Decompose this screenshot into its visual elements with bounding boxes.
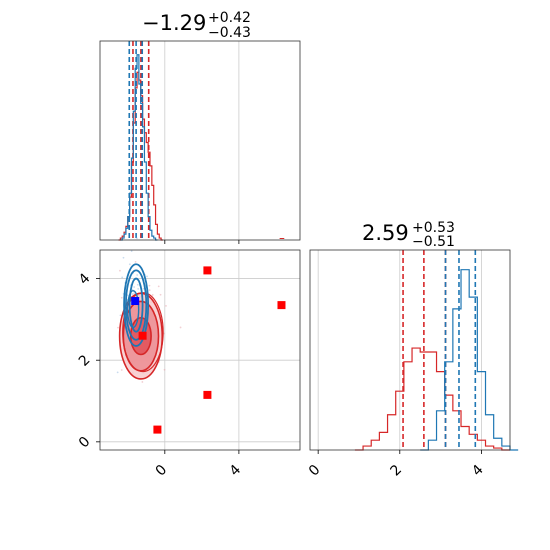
joint-contour-blue	[123, 263, 150, 347]
marginal-1-title: −1.29	[142, 11, 206, 35]
marginal-2-hist-blue	[420, 269, 519, 451]
joint-sample-point	[119, 269, 121, 272]
joint-sample-point	[136, 274, 139, 276]
marginal-1-frame	[99, 40, 301, 241]
joint-sample-point	[141, 381, 144, 383]
joint-contour-blue	[125, 269, 148, 341]
joint-sample-point	[146, 275, 148, 278]
joint-sample-point	[165, 304, 167, 307]
joint-marker-red	[138, 331, 147, 340]
marginal-1-title-sup: +0.42	[208, 10, 251, 26]
joint-sample-point	[136, 283, 139, 286]
joint-sample-point	[130, 250, 133, 252]
joint-sample-point	[121, 276, 124, 279]
joint-marker-red	[203, 390, 212, 399]
joint-sample-point	[148, 284, 151, 287]
joint-marker-red	[203, 266, 212, 275]
joint-sample-point	[131, 293, 134, 295]
marginal-1-hist-blue	[120, 54, 158, 241]
marginal-histogram-param-1	[99, 40, 301, 244]
joint-sample-point	[137, 288, 140, 290]
joint-sample-point	[120, 369, 123, 371]
joint-sample-point	[151, 294, 154, 296]
joint-sample-point	[119, 314, 122, 317]
joint-sample-point	[133, 292, 136, 295]
joint-sample-point	[136, 237, 138, 240]
marginal-2-title-sub: −0.51	[412, 234, 455, 250]
joint-sample-point	[128, 263, 131, 266]
joint-sample-point	[157, 285, 160, 288]
joint-marker-blue	[131, 297, 140, 306]
joint-marker-red	[277, 301, 286, 310]
joint-sample-point	[134, 260, 137, 263]
joint-contour-blue	[128, 277, 144, 333]
joint-sample-point	[120, 296, 123, 299]
marginal-2-title-sup: +0.53	[412, 220, 455, 236]
marginal-2-title-value: 2.59	[362, 221, 409, 245]
joint-frame	[99, 249, 301, 451]
joint-contour-blue	[126, 290, 140, 329]
joint-sample-point	[133, 286, 136, 288]
joint-sample-point	[163, 368, 166, 371]
joint-sample-point	[159, 293, 162, 296]
joint-sample-point	[117, 326, 119, 329]
marginal-1-title-sub: −0.43	[208, 25, 251, 41]
joint-sample-point	[179, 326, 182, 329]
marginal-2-hist-red	[354, 347, 510, 451]
joint-marker-red	[153, 425, 162, 434]
joint-contour-red	[122, 292, 164, 373]
joint-sample-point	[122, 256, 125, 259]
marginal-2-frame	[309, 249, 511, 451]
marginal-2-title: 2.59	[362, 221, 409, 245]
joint-sample-point	[148, 289, 151, 292]
joint-sample-point	[142, 287, 145, 290]
marginal-1-title-value: −1.29	[142, 11, 206, 35]
joint-sample-point	[116, 371, 119, 374]
